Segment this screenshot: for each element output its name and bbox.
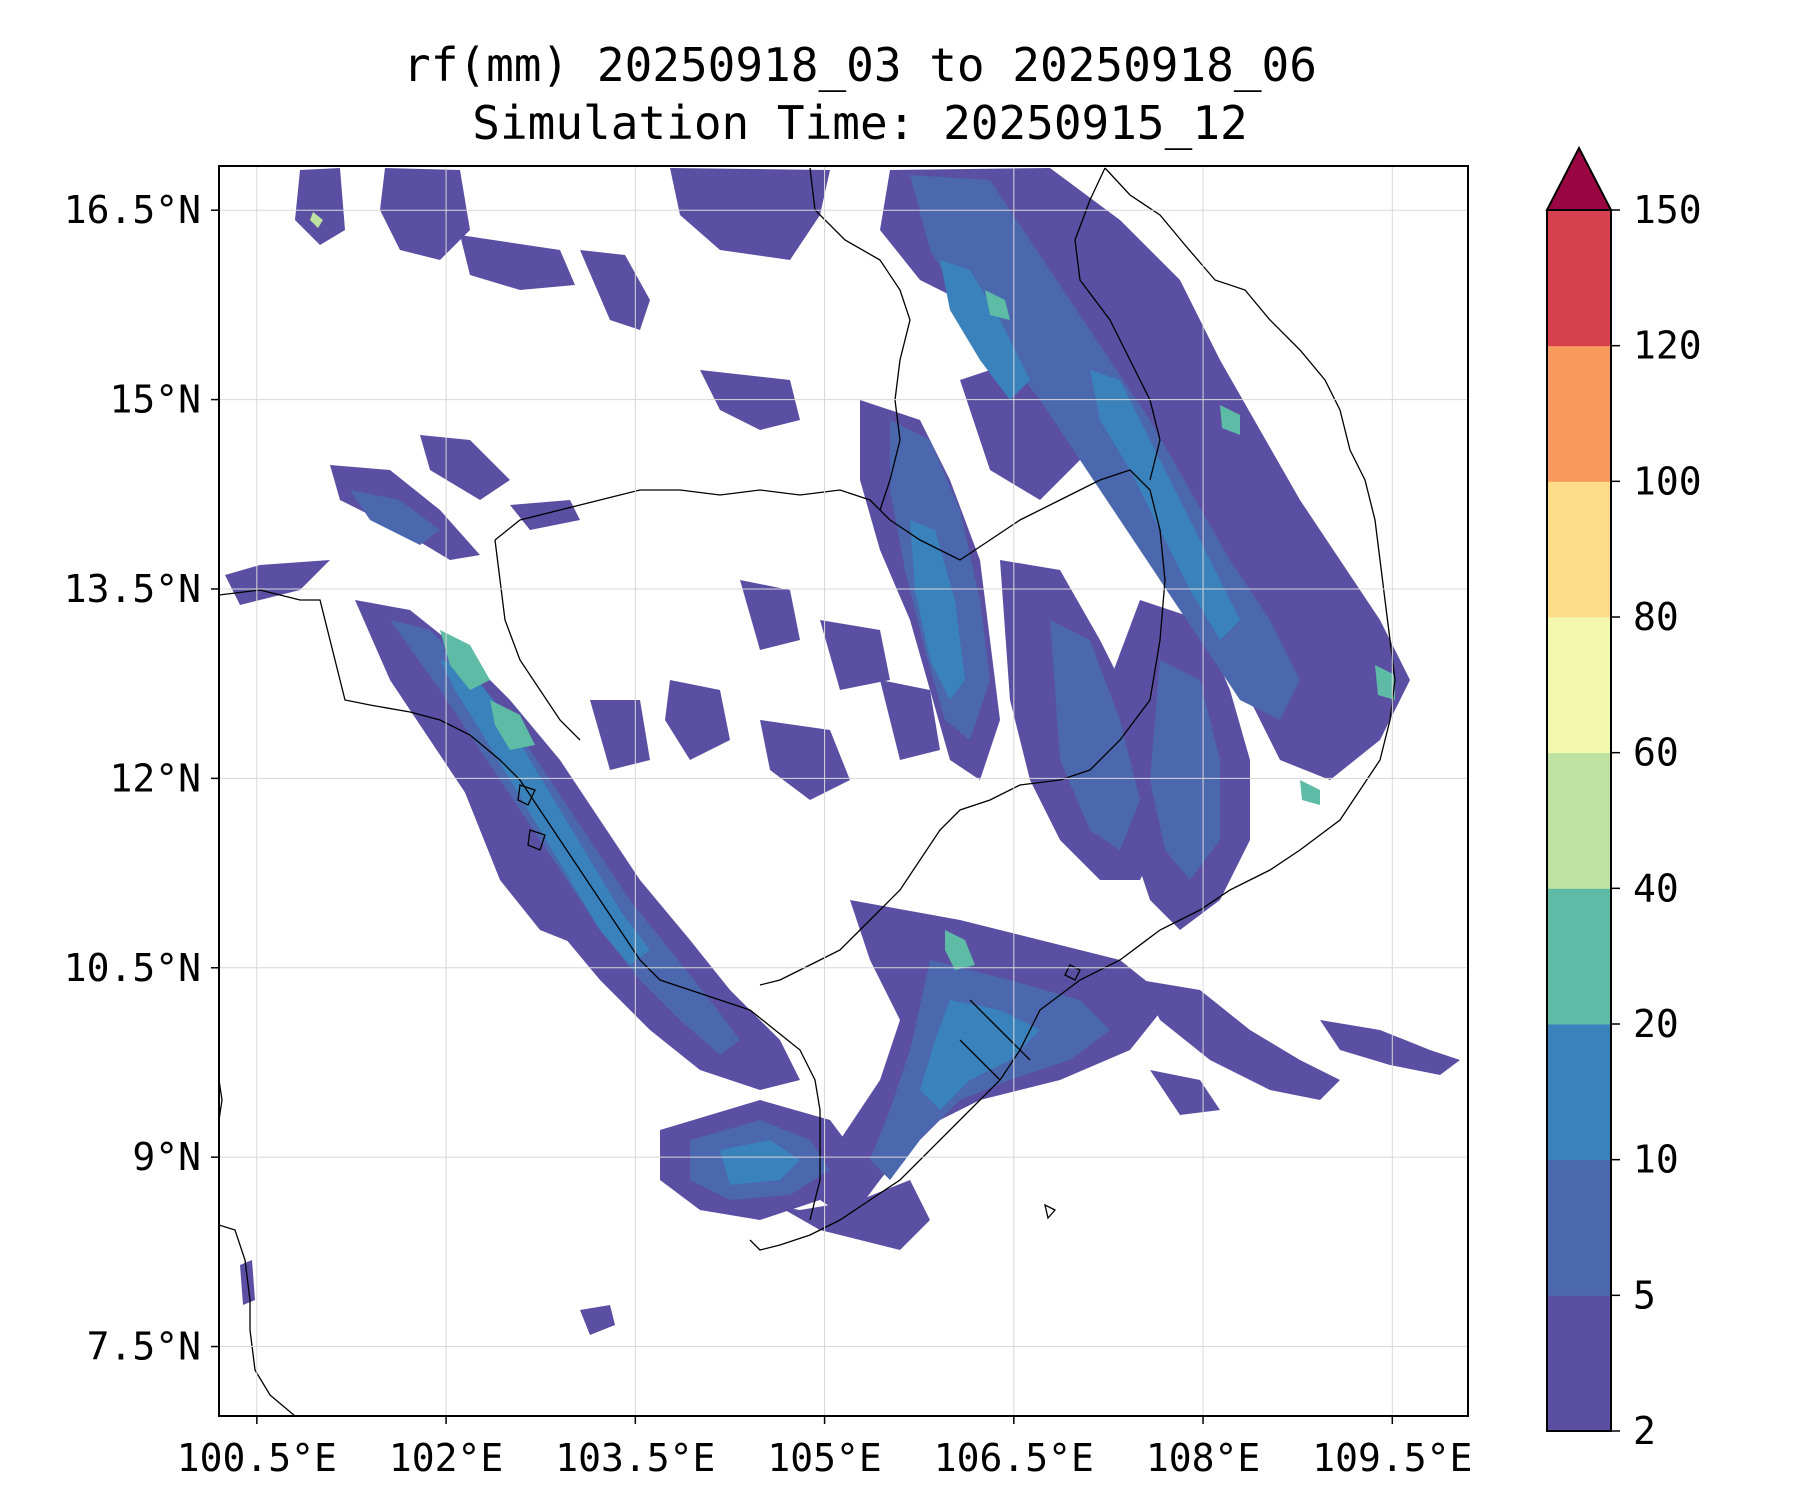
- rain-field-light: [225, 168, 1460, 1335]
- colorbar-band: [1547, 345, 1611, 482]
- colorbar-label: 80: [1633, 595, 1679, 639]
- colorbar-label: 5: [1633, 1273, 1656, 1317]
- y-tick-label: 13.5°N: [64, 567, 201, 611]
- colorbar-band: [1547, 1024, 1611, 1161]
- colorbar-outline: [1546, 209, 1612, 1432]
- colorbar: 2 5 10 20 40 60 80 100 120 150: [1545, 145, 1702, 1453]
- y-tick-label: 12°N: [109, 756, 201, 800]
- colorbar-label: 40: [1633, 866, 1679, 910]
- x-axis: 100.5°E 102°E 103.5°E 105°E 106.5°E 108°E 109.…: [177, 1416, 1472, 1480]
- colorbar-band: [1547, 481, 1611, 618]
- y-tick-label: 15°N: [109, 378, 201, 422]
- rain-field-peak: [310, 212, 323, 228]
- x-tick-label: 105°E: [767, 1436, 881, 1480]
- colorbar-label: 10: [1633, 1138, 1679, 1182]
- map-area: [219, 167, 1460, 1416]
- rain-field-very-heavy: [440, 290, 1395, 970]
- x-tick-label: 108°E: [1146, 1436, 1260, 1480]
- colorbar-band: [1547, 617, 1611, 754]
- colorbar-label: 20: [1633, 1002, 1679, 1046]
- country-borders: [494, 167, 1166, 1081]
- gridlines: [219, 166, 1468, 1416]
- coastlines: [219, 167, 1396, 1416]
- colorbar-label: 120: [1633, 324, 1702, 368]
- map-subtitle: Simulation Time: 20250915_12: [472, 96, 1248, 150]
- colorbar-label: 100: [1633, 459, 1702, 503]
- x-tick-label: 106.5°E: [934, 1436, 1094, 1480]
- y-tick-label: 7.5°N: [87, 1325, 201, 1369]
- colorbar-band: [1547, 210, 1611, 347]
- x-tick-label: 103.5°E: [555, 1436, 715, 1480]
- colorbar-label: 150: [1633, 188, 1702, 232]
- y-tick-label: 10.5°N: [64, 946, 201, 990]
- colorbar-extend-arrow: [1545, 145, 1613, 211]
- rain-field-heavy: [440, 260, 1240, 1185]
- y-tick-label: 16.5°N: [64, 188, 201, 232]
- x-tick-label: 100.5°E: [177, 1436, 337, 1480]
- colorbar-band: [1547, 888, 1611, 1025]
- map-title: rf(mm) 20250918_03 to 20250918_06: [403, 38, 1317, 92]
- colorbar-label: 60: [1633, 731, 1679, 775]
- colorbar-band: [1547, 1295, 1611, 1432]
- x-tick-label: 109.5°E: [1312, 1436, 1472, 1480]
- map-frame: [218, 165, 1469, 1417]
- colorbar-band: [1547, 1159, 1611, 1296]
- y-axis: 16.5°N 15°N 13.5°N 12°N 10.5°N 9°N 7.5°N: [64, 188, 219, 1369]
- colorbar-band: [1547, 752, 1611, 889]
- y-tick-label: 9°N: [132, 1135, 201, 1179]
- x-tick-label: 102°E: [389, 1436, 503, 1480]
- colorbar-label: 2: [1633, 1409, 1656, 1453]
